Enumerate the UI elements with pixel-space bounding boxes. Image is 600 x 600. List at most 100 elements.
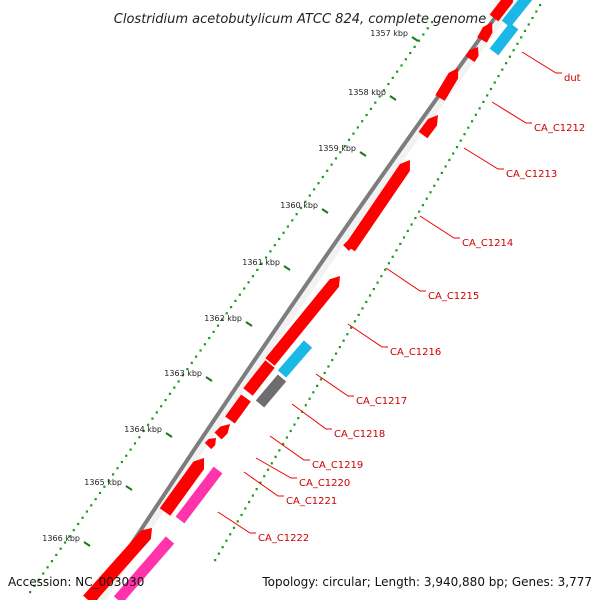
outer-minor-tick [29,591,32,594]
outer-minor-tick [59,547,62,550]
gene-label: CA_C1221 [286,496,337,507]
outer-minor-tick [431,21,434,24]
outer-minor-tick [195,355,198,358]
inner-minor-tick [406,229,409,233]
inner-minor-tick [527,23,530,26]
tick-label: 1359 kbp [318,144,356,153]
label-leader-line [491,101,532,124]
outer-minor-tick [37,578,40,581]
inner-minor-tick [266,468,270,471]
inner-minor-tick [452,152,455,155]
outer-minor-tick [94,498,97,501]
inner-minor-tick [338,346,341,349]
cds-feature [243,360,275,396]
inner-minor-tick [232,526,236,529]
inner-minor-tick [489,87,493,91]
outer-minor-tick [343,144,346,148]
outer-minor-tick [138,436,141,439]
inner-minor-tick [376,281,379,284]
inner-minor-tick [278,449,281,452]
inner-minor-tick [508,55,511,58]
outer-minor-tick [365,113,368,117]
outer-minor-tick [391,76,394,79]
outer-minor-tick [33,584,36,588]
outer-minor-tick [404,58,407,61]
gene-label: CA_C1219 [312,460,363,471]
gene-labels: dut CA_C1212 CA_C1213 CA_C1214 CA_C1215 CA_C1… [258,73,585,544]
outer-minor-tick [120,460,123,464]
gene-label: CA_C1213 [506,169,557,180]
inner-minor-tick [327,365,330,368]
label-leader-line [269,435,310,461]
label-leader-line [315,373,354,397]
outer-minor-tick [46,566,49,569]
gene-label: CA_C1222 [258,533,309,544]
tick-label: 1363 kbp [164,369,202,378]
outer-minor-tick [326,169,329,172]
outer-minor-tick [256,268,259,272]
inner-minor-tick [251,494,254,497]
inner-minor-tick [455,145,459,149]
outer-minor-tick [295,213,298,216]
inner-minor-tick [353,320,357,323]
trna-feature [277,340,313,378]
inner-minor-tick [270,462,273,465]
inner-minor-tick [474,113,477,116]
rrna-feature [175,466,223,524]
outer-minor-tick [321,175,324,179]
inner-minor-tick [217,552,220,555]
inner-minor-tick [399,242,402,245]
outer-minor-tick [361,120,364,123]
outer-minor-tick [299,206,303,210]
inner-minor-tick [482,100,485,104]
outer-minor-tick [50,560,54,563]
outer-minor-tick [317,182,320,185]
trna-feature [501,0,533,28]
outer-minor-tick [243,287,246,290]
inner-minor-tick [350,326,353,329]
inner-minor-tick [334,352,338,355]
inner-minor-tick [255,488,258,491]
outer-minor-tick [129,448,132,451]
inner-minor-tick [436,178,440,181]
gene-label: CA_C1220 [299,478,350,489]
inner-minor-tick [501,68,504,71]
inner-minor-tick [342,339,345,342]
inner-minor-tick [236,520,239,523]
inner-minor-tick [391,255,394,258]
outer-minor-tick [334,157,338,160]
gene-label: dut [564,73,581,84]
outer-minor-tick [155,411,158,414]
outer-minor-tick [72,529,75,532]
outer-minor-tick [186,367,189,371]
major-tick [83,541,91,547]
gene-label: CA_C1212 [534,123,585,134]
inner-minor-tick [319,378,323,381]
tick-label: 1364 kbp [124,425,162,434]
outer-minor-tick [98,491,102,495]
gene-label: CA_C1216 [390,347,441,358]
outer-minor-tick [107,479,110,482]
major-tick [205,376,213,382]
inner-minor-tick [459,139,462,142]
inner-minor-tick [440,171,443,174]
outer-minor-tick [273,244,276,247]
outer-minor-tick [387,82,390,86]
outer-minor-tick [251,275,255,278]
outer-minor-tick [85,510,89,513]
inner-minor-tick [259,481,262,484]
cds-feature [465,47,479,63]
outer-minor-tick [103,485,106,488]
inner-minor-tick [444,165,447,168]
inner-minor-tick [304,404,307,407]
inner-minor-tick [448,158,451,162]
outer-minor-tick [225,312,228,315]
outer-minor-tick [282,231,285,234]
inner-minor-tick [512,49,515,52]
tick-label: 1361 kbp [242,258,280,267]
cds-feature [345,160,410,252]
outer-minor-tick [330,163,333,166]
inner-minor-tick [331,358,334,362]
inner-minor-tick [433,184,436,187]
outer-minor-tick [260,262,263,265]
